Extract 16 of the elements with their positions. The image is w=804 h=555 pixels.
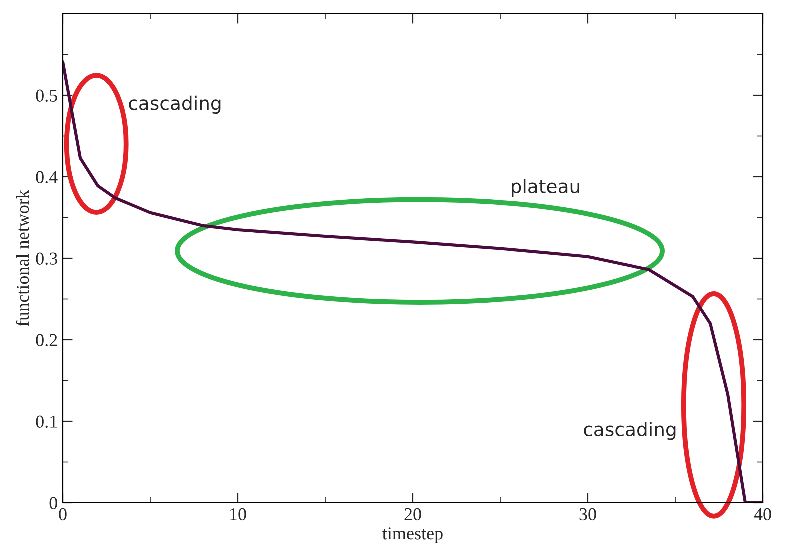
x-tick-label: 40	[754, 508, 772, 521]
x-tick-label: 20	[404, 508, 422, 521]
y-tick-label: 0	[50, 497, 58, 510]
x-tick-label: 0	[59, 508, 67, 521]
annotation: plateau	[512, 179, 580, 198]
y-axis-title: functional network	[16, 190, 30, 326]
y-tick-label: 0.1	[36, 416, 58, 428]
y-tick-label: 0.5	[36, 90, 58, 102]
x-tick-label: 10	[230, 508, 246, 521]
annotation: cascading	[129, 96, 221, 114]
x-tick-label: 30	[580, 508, 596, 521]
y-tick-label: 0.4	[36, 171, 58, 184]
y-tick-label: 0.3	[36, 252, 58, 266]
annotation: cascading	[584, 422, 676, 440]
y-tick-label: 0.2	[36, 334, 58, 347]
x-axis-title: timestep	[382, 528, 443, 544]
